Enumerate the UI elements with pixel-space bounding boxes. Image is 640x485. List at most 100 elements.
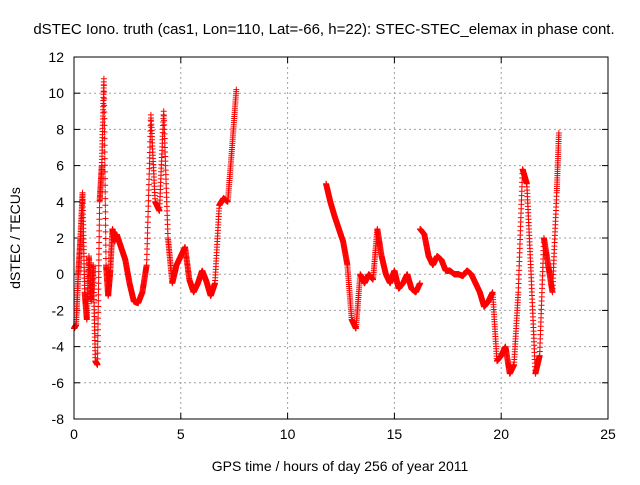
data-point bbox=[94, 350, 101, 357]
x-tick-label: 15 bbox=[387, 426, 403, 442]
data-point bbox=[96, 216, 103, 223]
y-axis-label: dSTEC / TECUs bbox=[7, 187, 23, 289]
y-tick-label: 2 bbox=[56, 230, 64, 246]
data-point bbox=[144, 224, 151, 231]
x-tick-label: 5 bbox=[177, 426, 185, 442]
data-point bbox=[145, 197, 152, 204]
data-point bbox=[95, 303, 102, 310]
data-point bbox=[102, 228, 109, 235]
data-point bbox=[102, 195, 109, 202]
y-tick-label: -6 bbox=[52, 375, 65, 391]
data-point bbox=[95, 280, 102, 287]
data-point bbox=[143, 251, 150, 258]
data-point bbox=[144, 213, 151, 220]
data-point bbox=[100, 75, 107, 82]
data-point bbox=[233, 86, 240, 93]
data-point bbox=[101, 142, 108, 149]
data-point bbox=[101, 135, 108, 142]
data-point bbox=[95, 286, 102, 293]
data-point bbox=[101, 168, 108, 175]
plot-frame bbox=[73, 56, 609, 420]
data-point bbox=[101, 89, 108, 96]
data-point bbox=[144, 219, 151, 226]
data-point bbox=[95, 309, 102, 316]
data-point bbox=[145, 187, 152, 194]
data-point bbox=[146, 160, 153, 167]
y-tick-label: 4 bbox=[56, 194, 64, 210]
data-point bbox=[102, 248, 109, 255]
data-point bbox=[144, 229, 151, 236]
data-point bbox=[95, 291, 102, 298]
data-point bbox=[145, 208, 152, 215]
data-point bbox=[95, 251, 102, 258]
chart-title: dSTEC Iono. truth (cas1, Lon=110, Lat=-6… bbox=[33, 21, 614, 38]
data-point bbox=[95, 315, 102, 322]
data-point bbox=[555, 130, 562, 137]
data-point bbox=[94, 338, 101, 345]
data-point bbox=[101, 162, 108, 169]
data-points bbox=[71, 75, 562, 377]
data-point bbox=[145, 203, 152, 210]
data-point bbox=[101, 115, 108, 122]
data-point bbox=[96, 245, 103, 252]
y-tick-label: 8 bbox=[56, 121, 64, 137]
data-point bbox=[96, 204, 103, 211]
data-point bbox=[96, 239, 103, 246]
data-point bbox=[147, 128, 154, 135]
data-point bbox=[102, 188, 109, 195]
data-point bbox=[96, 210, 103, 217]
y-tick-label: -2 bbox=[52, 302, 65, 318]
y-tick-label: 10 bbox=[48, 85, 64, 101]
x-axis-label: GPS time / hours of day 256 of year 2011 bbox=[212, 458, 469, 474]
data-point bbox=[94, 332, 101, 339]
data-point bbox=[145, 181, 152, 188]
data-point bbox=[146, 165, 153, 172]
tick-layer: 0 5 10 15 20 25 -8 -6 -4 -2 0 2 4 6 8 10 12 bbox=[48, 49, 616, 442]
data-point bbox=[96, 222, 103, 229]
data-point bbox=[95, 297, 102, 304]
data-point bbox=[143, 256, 150, 263]
grid-layer bbox=[74, 57, 608, 419]
data-point bbox=[101, 155, 108, 162]
data-point bbox=[96, 233, 103, 240]
x-tick-label: 25 bbox=[600, 426, 616, 442]
data-point bbox=[102, 222, 109, 229]
data-point bbox=[101, 148, 108, 155]
data-point bbox=[102, 235, 109, 242]
data-point bbox=[94, 326, 101, 333]
data-point bbox=[102, 215, 109, 222]
x-tick-label: 0 bbox=[70, 426, 78, 442]
data-point bbox=[100, 82, 107, 89]
data-point bbox=[96, 227, 103, 234]
data-point bbox=[101, 109, 108, 116]
data-point bbox=[102, 202, 109, 209]
data-point bbox=[417, 280, 424, 287]
data-point bbox=[101, 95, 108, 102]
y-tick-label: 12 bbox=[48, 49, 64, 65]
data-point bbox=[144, 240, 151, 247]
data-point bbox=[101, 102, 108, 109]
data-point bbox=[146, 176, 153, 183]
data-point bbox=[101, 122, 108, 129]
y-tick-label: -4 bbox=[52, 339, 65, 355]
data-point bbox=[95, 274, 102, 281]
data-point bbox=[102, 182, 109, 189]
data-point bbox=[94, 361, 101, 368]
y-tick-label: 6 bbox=[56, 158, 64, 174]
data-point bbox=[102, 175, 109, 182]
data-point bbox=[95, 268, 102, 275]
data-point bbox=[95, 262, 102, 269]
y-tick-label: 0 bbox=[56, 266, 64, 282]
data-point bbox=[102, 242, 109, 249]
data-point bbox=[101, 128, 108, 135]
x-tick-label: 20 bbox=[493, 426, 509, 442]
data-point bbox=[94, 344, 101, 351]
y-tick-label: -8 bbox=[52, 411, 65, 427]
data-point bbox=[146, 154, 153, 161]
data-point bbox=[94, 355, 101, 362]
data-point bbox=[95, 320, 102, 327]
data-point bbox=[144, 235, 151, 242]
x-tick-label: 10 bbox=[280, 426, 296, 442]
